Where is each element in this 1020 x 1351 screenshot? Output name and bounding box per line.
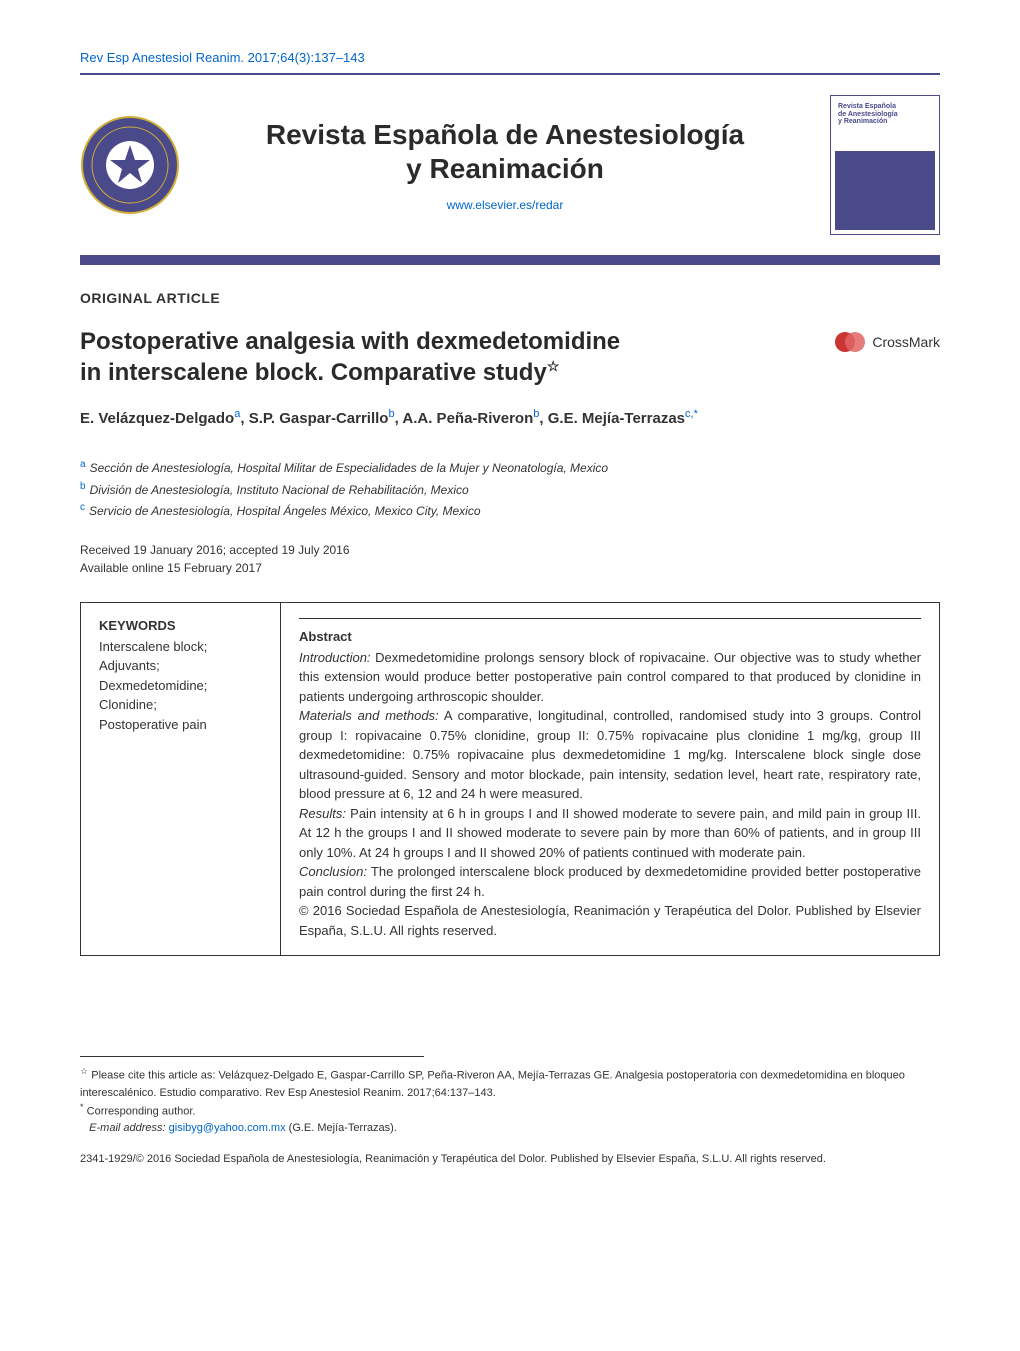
society-logo <box>80 115 180 215</box>
intro-text: Dexmedetomidine prolongs sensory block o… <box>299 650 921 704</box>
abstract-copyright: © 2016 Sociedad Española de Anestesiolog… <box>299 903 921 938</box>
cover-name-1: Revista Española <box>838 103 932 111</box>
email-label: E-mail address: <box>89 1122 168 1134</box>
article-type: ORIGINAL ARTICLE <box>80 290 940 306</box>
keywords-column: KEYWORDS Interscalene block; Adjuvants; … <box>81 603 281 956</box>
journal-cover-thumbnail: Revista Española de Anestesiología y Rea… <box>830 95 940 235</box>
abstract-body: Introduction: Dexmedetomidine prolongs s… <box>299 648 921 941</box>
cite-as-text: Please cite this article as: Velázquez-D… <box>80 1070 905 1099</box>
aff-b-sup: b <box>80 481 86 492</box>
conclusion-text: The prolonged interscalene block produce… <box>299 864 921 899</box>
crossmark-label: CrossMark <box>872 334 940 350</box>
crossmark-icon <box>834 326 866 358</box>
email-name: (G.E. Mejía-Terrazas). <box>286 1122 397 1134</box>
intro-label: Introduction: <box>299 650 371 665</box>
title-star: ☆ <box>547 358 560 374</box>
journal-header: Revista Española de Anestesiología y Rea… <box>80 75 940 255</box>
author-4: G.E. Mejía-Terrazas <box>548 410 685 427</box>
running-citation: Rev Esp Anestesiol Reanim. 2017;64(3):13… <box>80 50 940 65</box>
article-dates: Received 19 January 2016; accepted 19 Ju… <box>80 541 940 577</box>
conclusion-label: Conclusion: <box>299 864 367 879</box>
footnote-star-sup: ☆ <box>80 1066 88 1076</box>
cover-name-3: y Reanimación <box>838 118 932 126</box>
abstract-column: Abstract Introduction: Dexmedetomidine p… <box>281 603 939 956</box>
bottom-copyright: 2341-1929/© 2016 Sociedad Española de An… <box>80 1152 940 1167</box>
journal-title-block: Revista Española de Anestesiología y Rea… <box>200 118 810 211</box>
aff-c: Servicio de Anestesiología, Hospital Áng… <box>89 504 481 518</box>
journal-title-line2: y Reanimación <box>200 152 810 186</box>
journal-url[interactable]: www.elsevier.es/redar <box>200 198 810 212</box>
title-row: Postoperative analgesia with dexmedetomi… <box>80 326 940 388</box>
received-accepted: Received 19 January 2016; accepted 19 Ju… <box>80 541 940 559</box>
header-separator-bar <box>80 255 940 265</box>
footnote-separator <box>80 1056 424 1057</box>
methods-label: Materials and methods: <box>299 708 439 723</box>
title-line2: in interscalene block. Comparative study <box>80 359 547 386</box>
author-3: A.A. Peña-Riveron <box>402 410 533 427</box>
author-3-sup: b <box>533 408 539 420</box>
author-4-sup: c,* <box>685 408 698 420</box>
keywords-list: Interscalene block; Adjuvants; Dexmedeto… <box>99 637 262 735</box>
journal-title-line1: Revista Española de Anestesiología <box>200 118 810 152</box>
author-1-sup: a <box>234 408 240 420</box>
aff-a: Sección de Anestesiología, Hospital Mili… <box>90 461 609 475</box>
aff-a-sup: a <box>80 459 86 470</box>
affiliations: a Sección de Anestesiología, Hospital Mil… <box>80 457 940 521</box>
aff-b: División de Anestesiología, Instituto Na… <box>90 483 469 497</box>
title-line1: Postoperative analgesia with dexmedetomi… <box>80 328 620 355</box>
keywords-heading: KEYWORDS <box>99 618 262 633</box>
available-online: Available online 15 February 2017 <box>80 559 940 577</box>
author-2: S.P. Gaspar-Carrillo <box>249 410 389 427</box>
aff-c-sup: c <box>80 502 85 513</box>
article-title: Postoperative analgesia with dexmedetomi… <box>80 326 814 388</box>
abstract-heading: Abstract <box>299 629 921 644</box>
abstract-top-rule <box>299 618 921 619</box>
cover-name-2: de Anestesiología <box>838 111 932 119</box>
author-2-sup: b <box>388 408 394 420</box>
results-label: Results: <box>299 806 346 821</box>
authors-line: E. Velázquez-Delgadoa, S.P. Gaspar-Carri… <box>80 408 940 427</box>
corresponding-email[interactable]: gisibyg@yahoo.com.mx <box>169 1122 286 1134</box>
results-text: Pain intensity at 6 h in groups I and II… <box>299 806 921 860</box>
abstract-box: KEYWORDS Interscalene block; Adjuvants; … <box>80 602 940 957</box>
crossmark-badge[interactable]: CrossMark <box>834 326 940 358</box>
footnotes: ☆ Please cite this article as: Velázquez… <box>80 1065 940 1136</box>
author-1: E. Velázquez-Delgado <box>80 410 234 427</box>
corresponding-text: Corresponding author. <box>84 1106 196 1118</box>
